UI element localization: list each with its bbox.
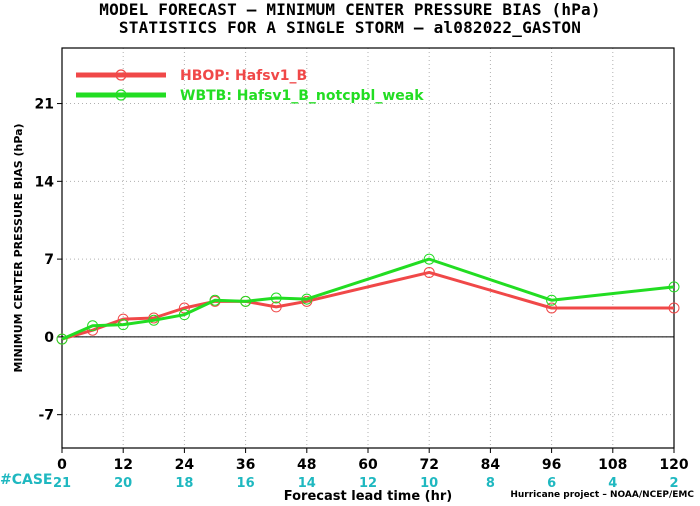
case-label: #CASE [0,472,53,488]
x-tick-label: 120 [659,457,688,473]
series-2-point [270,292,282,304]
chart-subtitle: STATISTICS FOR A SINGLE STORM – al082022… [118,18,582,37]
case-count-label: 12 [359,476,377,491]
y-tick-label: 7 [44,252,54,268]
case-count-label: 4 [608,476,617,491]
series-2-point [87,320,99,332]
series-2-point [423,253,435,265]
legend-label-2: WBTB: Hafsv1_B_notcpbl_weak [180,88,424,104]
series-1-point [270,301,282,313]
legend-marker-1 [115,69,127,81]
x-tick-label: 60 [358,457,378,473]
x-tick-label: 0 [57,457,67,473]
legend-marker-2 [115,89,127,101]
series-1-point [423,266,435,278]
series-2-point [546,294,558,306]
series-2-point [668,281,680,293]
y-tick-label: 14 [35,174,55,190]
series-line-1 [61,270,674,341]
series-2-point [117,319,129,331]
series-line-2 [61,257,675,341]
case-count-label: 18 [175,476,193,491]
x-tick-label: 36 [236,457,255,473]
series-2-point [301,293,313,305]
x-tick-label: 108 [598,457,627,473]
case-count-label: 8 [486,476,495,491]
case-count-label: 16 [237,476,255,491]
case-count-label: 10 [420,476,438,491]
legend-label-1: HBOP: Hafsv1_B [180,68,307,84]
series-2-point [148,314,160,326]
case-count-label: 21 [53,476,71,491]
case-count-label: 14 [298,476,316,491]
x-tick-label: 12 [113,457,132,473]
x-tick-label: 96 [542,457,561,473]
series-2-point [56,333,68,345]
y-tick-label: 0 [44,330,54,346]
series-1-point [668,302,680,314]
x-tick-label: 72 [419,457,438,473]
y-axis-label: MINIMUM CENTER PRESSURE BIAS (hPa) [12,123,25,372]
y-tick-label: -7 [38,408,54,424]
chart-title: MODEL FORECAST – MINIMUM CENTER PRESSURE… [99,0,601,19]
x-tick-label: 84 [481,457,501,473]
series-2-point [240,295,252,307]
series-2-point [209,294,221,306]
x-axis-label: Forecast lead time (hr) [284,489,452,504]
credit-label: Hurricane project – NOAA/NCEP/EMC [510,490,694,500]
case-count-label: 20 [114,476,132,491]
x-tick-label: 48 [297,457,316,473]
x-tick-label: 24 [175,457,195,473]
series-1-point [546,302,558,314]
case-count-label: 2 [669,476,678,491]
y-tick-label: 21 [35,97,54,113]
series-1-point [178,302,190,314]
case-count-label: 6 [547,476,556,491]
series-2-point [178,309,190,321]
